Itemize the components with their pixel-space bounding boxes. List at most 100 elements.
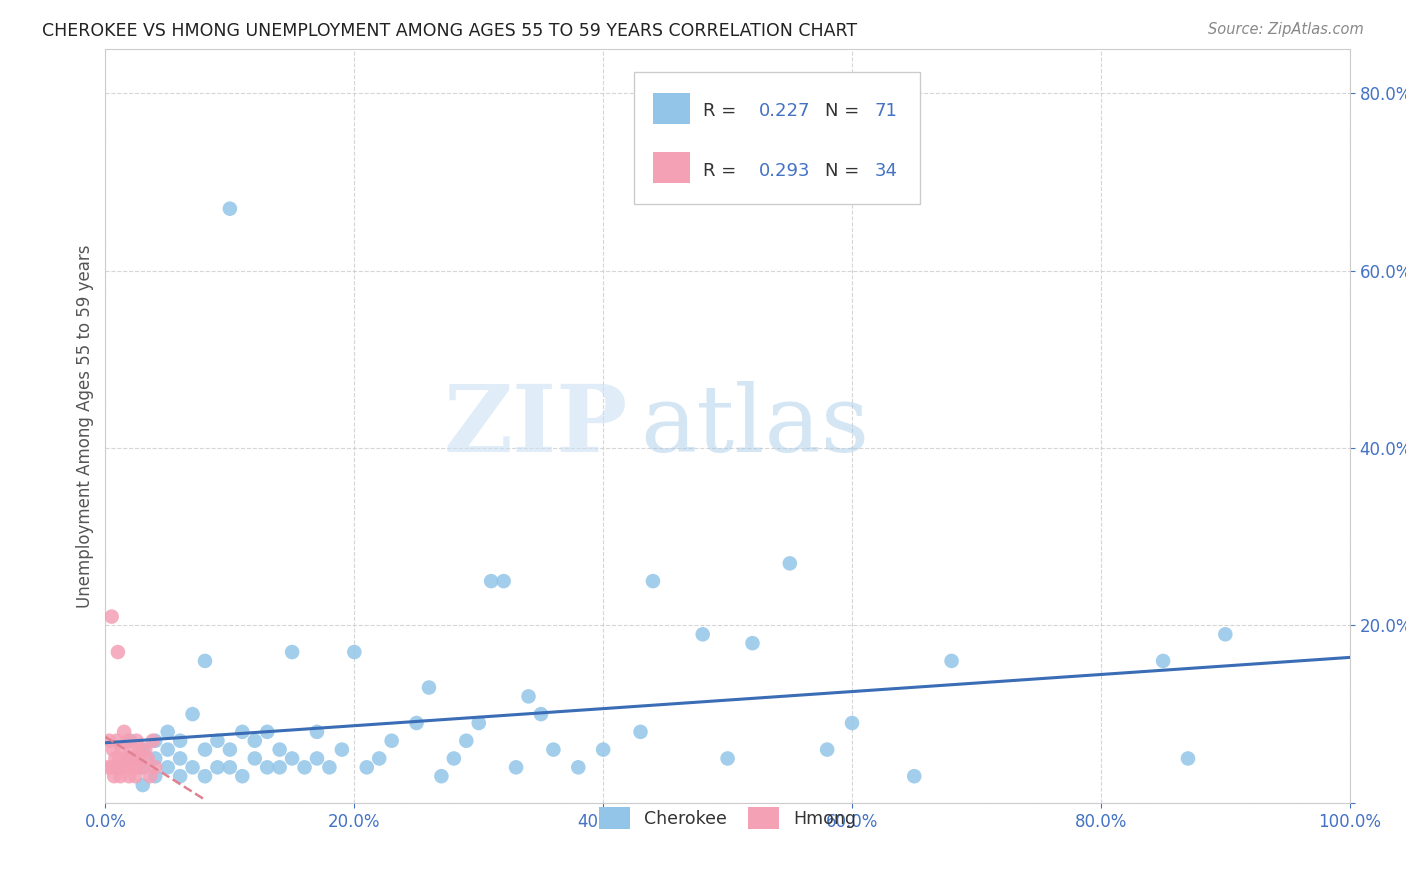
Point	[114, 751, 136, 765]
Point	[132, 760, 155, 774]
Point	[418, 681, 440, 695]
Point	[143, 751, 166, 765]
Point	[143, 760, 166, 774]
Point	[105, 733, 128, 747]
Point	[281, 751, 304, 765]
Point	[120, 751, 142, 765]
Point	[121, 760, 143, 774]
Point	[1215, 627, 1237, 641]
Point	[169, 769, 191, 783]
Text: R =: R =	[703, 162, 742, 180]
Point	[181, 760, 204, 774]
Point	[479, 574, 502, 588]
Text: CHEROKEE VS HMONG UNEMPLOYMENT AMONG AGES 55 TO 59 YEARS CORRELATION CHART: CHEROKEE VS HMONG UNEMPLOYMENT AMONG AGE…	[42, 22, 858, 40]
Point	[156, 724, 179, 739]
Point	[143, 769, 166, 783]
Point	[108, 751, 131, 765]
Point	[118, 769, 141, 783]
Point	[343, 645, 366, 659]
Point	[305, 724, 328, 739]
Point	[111, 742, 134, 756]
Point	[107, 760, 129, 774]
Text: R =: R =	[703, 103, 742, 120]
Point	[101, 742, 124, 756]
Point	[129, 751, 152, 765]
Point	[381, 733, 404, 747]
Point	[117, 733, 139, 747]
Point	[219, 760, 242, 774]
Point	[692, 627, 714, 641]
Bar	[652, 153, 690, 184]
Point	[368, 751, 391, 765]
Point	[356, 760, 378, 774]
Point	[124, 769, 146, 783]
Point	[294, 760, 316, 774]
Point	[256, 724, 278, 739]
Point	[567, 760, 589, 774]
Text: atlas: atlas	[641, 381, 870, 471]
Text: 0.293: 0.293	[759, 162, 810, 180]
Point	[630, 724, 652, 739]
Bar	[652, 93, 690, 124]
Point	[305, 751, 328, 765]
Point	[132, 778, 155, 792]
Point	[641, 574, 664, 588]
Point	[207, 760, 229, 774]
Point	[132, 760, 155, 774]
Point	[194, 742, 217, 756]
Point	[97, 760, 120, 774]
Point	[112, 724, 135, 739]
Point	[231, 769, 253, 783]
Point	[456, 733, 478, 747]
Point	[194, 654, 217, 668]
Point	[134, 742, 156, 756]
Point	[269, 742, 291, 756]
Point	[139, 769, 162, 783]
Point	[104, 751, 127, 765]
Point	[169, 733, 191, 747]
Point	[219, 742, 242, 756]
Point	[143, 733, 166, 747]
Point	[318, 760, 340, 774]
Point	[107, 760, 129, 774]
Point	[815, 742, 838, 756]
Point	[543, 742, 565, 756]
Legend: Cherokee, Hmong: Cherokee, Hmong	[592, 800, 863, 836]
Point	[941, 654, 963, 668]
Text: N =: N =	[825, 162, 865, 180]
Point	[103, 769, 125, 783]
Point	[121, 742, 143, 756]
Point	[136, 751, 159, 765]
Point	[219, 202, 242, 216]
Text: 0.227: 0.227	[759, 103, 810, 120]
Point	[115, 760, 138, 774]
Point	[132, 742, 155, 756]
Point	[107, 645, 129, 659]
Point	[243, 751, 266, 765]
Point	[405, 716, 427, 731]
Text: 34: 34	[875, 162, 897, 180]
Point	[169, 751, 191, 765]
Point	[1177, 751, 1199, 765]
Point	[443, 751, 465, 765]
Point	[505, 760, 527, 774]
Point	[717, 751, 740, 765]
Point	[194, 769, 217, 783]
Point	[128, 742, 150, 756]
Point	[156, 742, 179, 756]
FancyBboxPatch shape	[634, 71, 921, 203]
Text: 71: 71	[875, 103, 897, 120]
Point	[256, 760, 278, 774]
Point	[467, 716, 489, 731]
Point	[330, 742, 353, 756]
Point	[269, 760, 291, 774]
Point	[120, 751, 142, 765]
Y-axis label: Unemployment Among Ages 55 to 59 years: Unemployment Among Ages 55 to 59 years	[76, 244, 94, 607]
Text: N =: N =	[825, 103, 865, 120]
Point	[741, 636, 763, 650]
Point	[120, 733, 142, 747]
Point	[100, 609, 122, 624]
Point	[125, 733, 148, 747]
Point	[110, 769, 132, 783]
Point	[841, 716, 863, 731]
